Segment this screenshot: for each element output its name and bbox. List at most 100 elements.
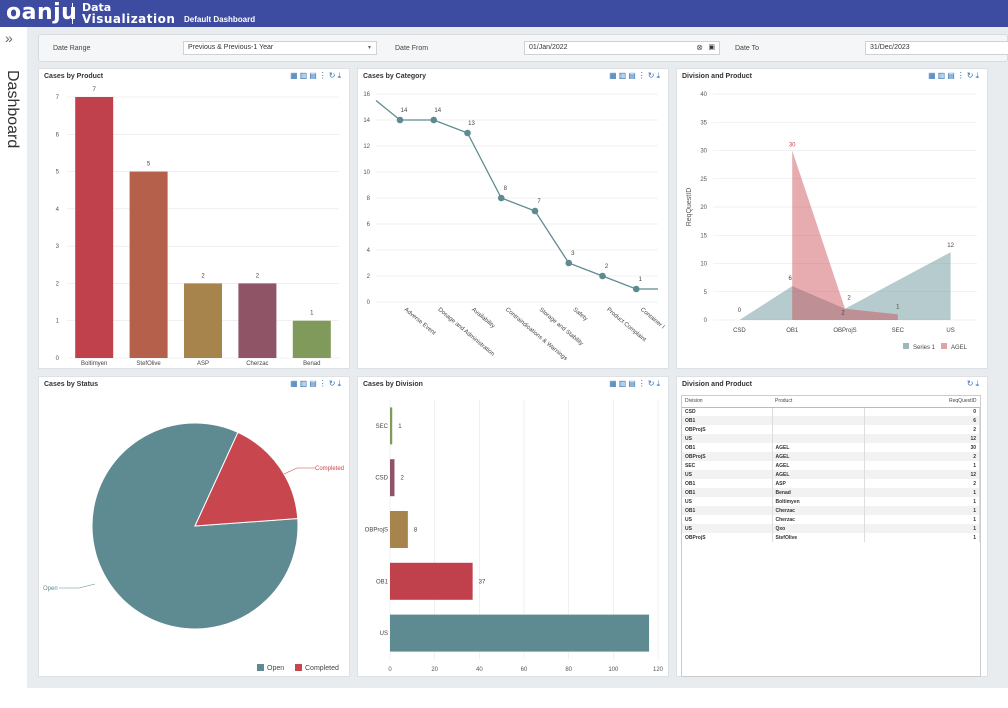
- table-row[interactable]: US AGEL 12: [682, 470, 980, 479]
- column-header[interactable]: Product: [772, 396, 864, 408]
- y-tick-label: 3: [56, 244, 60, 250]
- data-point: [430, 116, 438, 124]
- refresh-icon[interactable]: ↻: [328, 379, 338, 388]
- download-icon[interactable]: ⤓: [337, 71, 343, 80]
- bar: [390, 562, 473, 600]
- anju-logo[interactable]: oanju: [6, 0, 78, 25]
- table-row[interactable]: OB1 Cherzac 1: [682, 506, 980, 515]
- grid-icon[interactable]: ▦: [609, 71, 619, 80]
- table-row[interactable]: OB1 6: [682, 416, 980, 425]
- grid-icon[interactable]: ▦: [609, 379, 619, 388]
- refresh-icon[interactable]: ↻: [647, 379, 657, 388]
- bar-chart-icon[interactable]: ▥: [299, 71, 310, 80]
- date-to-input[interactable]: 31/Dec/2023: [865, 41, 1008, 55]
- download-icon[interactable]: ⤓: [656, 379, 662, 388]
- chevron-down-icon: ▾: [367, 45, 371, 51]
- y-tick-label: 30: [700, 149, 707, 155]
- data-label: 2: [847, 296, 851, 302]
- table-cell: US: [682, 434, 773, 443]
- data-point: [632, 285, 640, 293]
- x-tick-label: ASP: [197, 361, 209, 367]
- more-icon[interactable]: ⋮: [318, 71, 329, 80]
- panel-title: Cases by Division: [363, 381, 423, 388]
- date-from-input[interactable]: 01/Jan/2022 ⊗ ▣: [524, 41, 720, 55]
- refresh-icon[interactable]: ↻: [966, 379, 976, 388]
- bar-chart-icon[interactable]: ▥: [618, 379, 629, 388]
- sidebar-dashboard-label: Dashboard: [4, 70, 21, 149]
- more-icon[interactable]: ⋮: [637, 379, 648, 388]
- download-icon[interactable]: ⤓: [656, 71, 662, 80]
- table-row[interactable]: OB1 ASP 2: [682, 479, 980, 488]
- tile-icon[interactable]: ▤: [628, 71, 638, 80]
- table-row[interactable]: US 12: [682, 434, 980, 443]
- data-label: 12: [947, 243, 954, 249]
- data-label: 2: [841, 311, 845, 317]
- bar-value-label: 37: [479, 579, 486, 585]
- table-cell: StefOlive: [772, 533, 865, 542]
- table-row[interactable]: OBProjS 2: [682, 425, 980, 434]
- tile-icon[interactable]: ▤: [309, 71, 319, 80]
- download-icon[interactable]: ⤓: [337, 379, 343, 388]
- table-cell: [772, 425, 865, 434]
- bar: [75, 97, 114, 358]
- dashboard-name[interactable]: Default Dashboard: [184, 15, 256, 24]
- grid-icon[interactable]: ▦: [290, 379, 300, 388]
- download-icon[interactable]: ⤓: [975, 379, 981, 388]
- table-row[interactable]: US Qxo 1: [682, 524, 980, 533]
- double-chevron-right-icon[interactable]: »: [5, 30, 13, 46]
- bar-chart-icon[interactable]: ▥: [618, 71, 629, 80]
- table-row[interactable]: CSD 0: [682, 407, 980, 416]
- y-tick-label: 25: [700, 177, 707, 183]
- table-row[interactable]: OBProjS AGEL 2: [682, 452, 980, 461]
- panel-title: Division and Product: [682, 381, 753, 388]
- tile-icon[interactable]: ▤: [947, 71, 957, 80]
- y-tick-label: 10: [363, 170, 370, 176]
- table-row[interactable]: OBProjS StefOlive 1: [682, 533, 980, 542]
- clear-icon[interactable]: ⊗: [696, 43, 703, 52]
- x-tick-label: Dosage and Administration: [436, 307, 495, 358]
- bar-chart-icon[interactable]: ▥: [299, 379, 310, 388]
- y-tick-label: 1: [56, 319, 60, 325]
- side-rail: [0, 27, 26, 708]
- x-tick-label: 40: [476, 667, 483, 673]
- download-icon[interactable]: ⤓: [975, 71, 981, 80]
- grid-icon[interactable]: ▦: [290, 71, 300, 80]
- date-range-select[interactable]: Previous & Previous-1 Year ▾: [183, 41, 377, 55]
- table-cell: 0: [864, 407, 980, 416]
- legend-swatch: [257, 664, 264, 671]
- calendar-icon[interactable]: ▣: [708, 44, 715, 51]
- refresh-icon[interactable]: ↻: [966, 71, 976, 80]
- column-header[interactable]: ReqQuestID: [864, 396, 980, 408]
- more-icon[interactable]: ⋮: [637, 71, 648, 80]
- panel-title: Division and Product: [682, 73, 753, 80]
- more-icon[interactable]: ⋮: [318, 379, 329, 388]
- y-tick-label: 14: [363, 118, 370, 124]
- data-label: 8: [504, 186, 508, 192]
- refresh-icon[interactable]: ↻: [328, 71, 338, 80]
- table-cell: 12: [864, 470, 980, 479]
- cases-by-status-chart: Completed Open Open Completed: [43, 422, 344, 672]
- x-tick-label: Container I: [639, 307, 666, 331]
- more-icon[interactable]: ⋮: [956, 71, 967, 80]
- y-tick-label: 7: [56, 95, 60, 101]
- table-row[interactable]: OB1 AGEL 30: [682, 443, 980, 452]
- tile-icon[interactable]: ▤: [309, 379, 319, 388]
- tile-icon[interactable]: ▤: [628, 379, 638, 388]
- y-tick-label: OB1: [376, 579, 389, 585]
- grid-icon[interactable]: ▦: [928, 71, 938, 80]
- y-tick-label: 0: [367, 300, 371, 306]
- y-axis-label: ReqQuestID: [686, 188, 693, 227]
- refresh-icon[interactable]: ↻: [647, 71, 657, 80]
- y-tick-label: OBProjS: [365, 528, 388, 534]
- table-row[interactable]: OB1 Benad 1: [682, 488, 980, 497]
- table-cell: 1: [864, 461, 980, 470]
- bar-chart-icon[interactable]: ▥: [937, 71, 948, 80]
- table-row[interactable]: US Boltimyen 1: [682, 497, 980, 506]
- table-row[interactable]: SEC AGEL 1: [682, 461, 980, 470]
- column-header[interactable]: Division: [682, 396, 772, 408]
- table-row[interactable]: US Cherzac 1: [682, 515, 980, 524]
- x-tick-label: OBProjS: [833, 328, 856, 334]
- data-point: [599, 272, 606, 280]
- x-tick-label: US: [946, 328, 954, 334]
